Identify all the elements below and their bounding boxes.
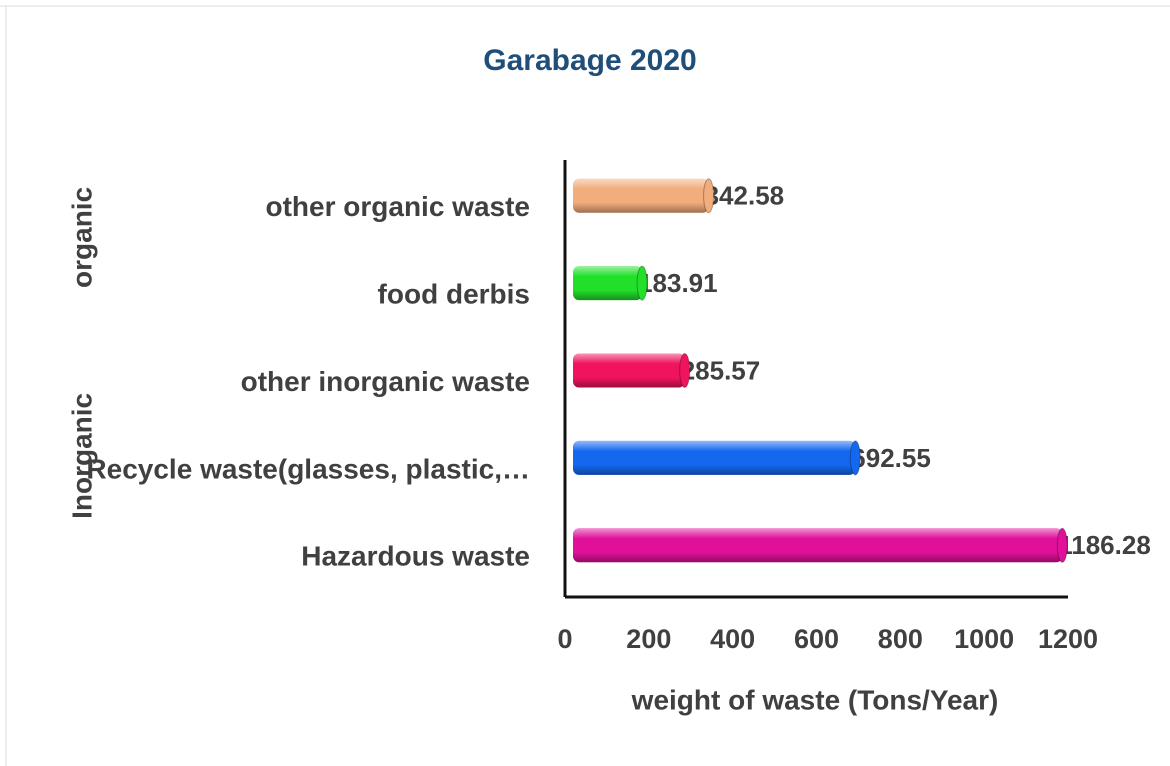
y-tick-label: other organic waste (265, 191, 530, 222)
x-tick-label: 1000 (954, 624, 1014, 654)
y-tick-label: food derbis (378, 278, 530, 309)
value-label: 342.58 (705, 181, 785, 211)
bar-shading (573, 353, 685, 388)
bar-shading (573, 266, 643, 301)
x-tick-label: 200 (626, 624, 671, 654)
value-label: 183.91 (638, 268, 718, 298)
group-label: Inorganic (66, 393, 97, 519)
group-label: organic (66, 187, 97, 288)
bar-cap (636, 265, 648, 301)
x-axis-title: weight of waste (Tons/Year) (631, 684, 999, 715)
x-tick-label: 400 (710, 624, 755, 654)
y-tick-label: Hazardous waste (301, 541, 530, 572)
x-tick-label: 800 (878, 624, 923, 654)
bar-cap (1056, 527, 1068, 563)
y-tick-label: other inorganic waste (241, 366, 530, 397)
value-label: 285.57 (681, 355, 761, 385)
value-label: 692.55 (851, 443, 931, 473)
chart-title: Garabage 2020 (483, 44, 696, 77)
bar-cap (849, 440, 861, 476)
bar-shading (573, 528, 1063, 563)
bar-shading (573, 440, 856, 475)
x-tick-label: 600 (794, 624, 839, 654)
value-label: 1186.28 (1058, 530, 1151, 560)
x-tick-label: 0 (557, 624, 572, 654)
bar-shading (573, 178, 709, 213)
bar-cap (679, 353, 691, 388)
x-tick-label: 1200 (1038, 624, 1098, 654)
y-tick-label: Recycle waste(glasses, plastic,… (86, 453, 530, 484)
bar-cap (703, 178, 715, 214)
